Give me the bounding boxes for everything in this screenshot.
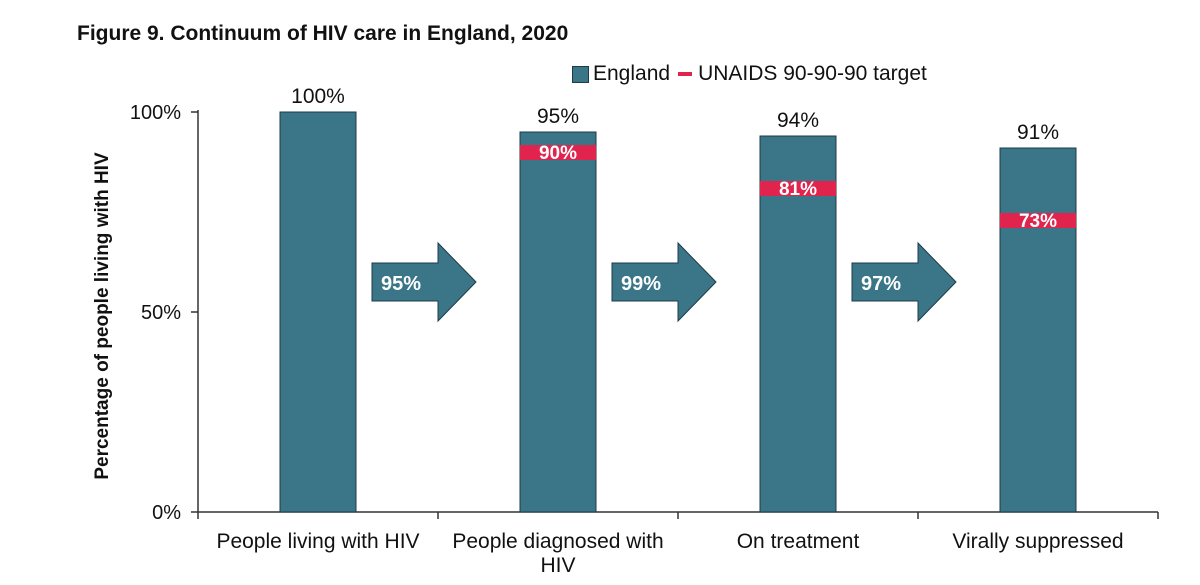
- y-tick-label: 100%: [130, 102, 181, 124]
- target-marker: [520, 145, 596, 160]
- data-label-england: 94%: [777, 109, 819, 132]
- step-arrow-label: 97%: [861, 273, 901, 295]
- x-tick-label: People living with HIV: [216, 530, 419, 553]
- data-label-target: 73%: [1019, 211, 1057, 232]
- data-label-england: 95%: [537, 105, 579, 128]
- y-tick-label: 50%: [141, 302, 181, 324]
- legend-label-target: UNAIDS 90-90-90 target: [698, 62, 927, 85]
- bar-england: [999, 147, 1077, 513]
- data-label-england: 91%: [1017, 121, 1059, 144]
- step-arrow-label: 99%: [621, 273, 661, 295]
- data-label-target: 90%: [539, 143, 577, 164]
- bar-england: [279, 111, 357, 513]
- step-arrow: [371, 241, 477, 323]
- legend-item-target: UNAIDS 90-90-90 target: [670, 62, 927, 86]
- legend-swatch-target: [678, 72, 693, 76]
- target-marker: [1000, 213, 1076, 228]
- legend-label-england: England: [593, 62, 671, 85]
- bar-england: [759, 135, 837, 513]
- bar-england: [519, 131, 597, 513]
- step-arrow-label: 95%: [381, 273, 421, 295]
- legend-swatch-england: [572, 65, 589, 83]
- data-label-target: 81%: [779, 179, 817, 200]
- x-tick-label: Virally suppressed: [952, 530, 1123, 553]
- step-arrow: [851, 241, 957, 323]
- x-tick-label: People diagnosed with HIV: [452, 530, 663, 577]
- x-tick-label: On treatment: [737, 530, 860, 553]
- legend-item-england: England: [572, 62, 670, 86]
- data-label-england: 100%: [291, 85, 345, 108]
- chart-title: Figure 9. Continuum of HIV care in Engla…: [77, 22, 569, 45]
- step-arrow: [611, 241, 717, 323]
- target-marker: [760, 181, 836, 196]
- y-tick-label: 0%: [152, 502, 181, 524]
- legend: England UNAIDS 90-90-90 target: [572, 60, 927, 88]
